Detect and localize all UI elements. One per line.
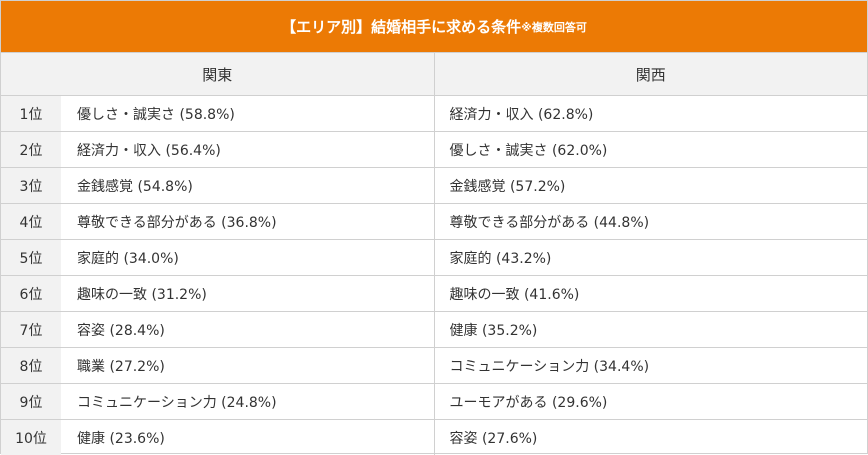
table-row: 4位 尊敬できる部分がある (36.8%) 尊敬できる部分がある (44.8%) [1, 204, 867, 240]
kanto-cell: 職業 (27.2%) [61, 348, 434, 384]
kansai-cell: 尊敬できる部分がある (44.8%) [434, 204, 867, 240]
kanto-cell: 容姿 (28.4%) [61, 312, 434, 348]
header-kanto: 関東 [1, 53, 434, 96]
rank-cell: 10位 [1, 420, 61, 455]
kansai-cell: 家庭的 (43.2%) [434, 240, 867, 276]
kanto-cell: 趣味の一致 (31.2%) [61, 276, 434, 312]
header-kansai: 関西 [434, 53, 867, 96]
kansai-cell: 容姿 (27.6%) [434, 420, 867, 455]
kansai-cell: 優しさ・誠実さ (62.0%) [434, 132, 867, 168]
kansai-cell: 健康 (35.2%) [434, 312, 867, 348]
kansai-cell: 金銭感覚 (57.2%) [434, 168, 867, 204]
kanto-cell: 家庭的 (34.0%) [61, 240, 434, 276]
kansai-cell: ユーモアがある (29.6%) [434, 384, 867, 420]
rank-cell: 1位 [1, 96, 61, 132]
table-row: 10位 健康 (23.6%) 容姿 (27.6%) [1, 420, 867, 455]
rank-cell: 6位 [1, 276, 61, 312]
rank-cell: 7位 [1, 312, 61, 348]
table-row: 3位 金銭感覚 (54.8%) 金銭感覚 (57.2%) [1, 168, 867, 204]
table-title-bar: 【エリア別】結婚相手に求める条件※複数回答可 [1, 1, 867, 53]
ranking-table: 関東 関西 1位 優しさ・誠実さ (58.8%) 経済力・収入 (62.8%) … [1, 53, 867, 455]
kanto-cell: 健康 (23.6%) [61, 420, 434, 455]
table-title: 【エリア別】結婚相手に求める条件 [281, 16, 521, 37]
table-row: 1位 優しさ・誠実さ (58.8%) 経済力・収入 (62.8%) [1, 96, 867, 132]
table-row: 2位 経済力・収入 (56.4%) 優しさ・誠実さ (62.0%) [1, 132, 867, 168]
rank-cell: 5位 [1, 240, 61, 276]
kanto-cell: 金銭感覚 (54.8%) [61, 168, 434, 204]
table-row: 8位 職業 (27.2%) コミュニケーション力 (34.4%) [1, 348, 867, 384]
kansai-cell: コミュニケーション力 (34.4%) [434, 348, 867, 384]
rank-cell: 9位 [1, 384, 61, 420]
rank-cell: 4位 [1, 204, 61, 240]
table-row: 9位 コミュニケーション力 (24.8%) ユーモアがある (29.6%) [1, 384, 867, 420]
table-title-note: ※複数回答可 [521, 19, 587, 35]
kanto-cell: コミュニケーション力 (24.8%) [61, 384, 434, 420]
kansai-cell: 経済力・収入 (62.8%) [434, 96, 867, 132]
rank-cell: 3位 [1, 168, 61, 204]
kanto-cell: 経済力・収入 (56.4%) [61, 132, 434, 168]
table-row: 7位 容姿 (28.4%) 健康 (35.2%) [1, 312, 867, 348]
rank-cell: 2位 [1, 132, 61, 168]
kanto-cell: 尊敬できる部分がある (36.8%) [61, 204, 434, 240]
rank-cell: 8位 [1, 348, 61, 384]
kansai-cell: 趣味の一致 (41.6%) [434, 276, 867, 312]
table-row: 5位 家庭的 (34.0%) 家庭的 (43.2%) [1, 240, 867, 276]
header-row: 関東 関西 [1, 53, 867, 96]
table-row: 6位 趣味の一致 (31.2%) 趣味の一致 (41.6%) [1, 276, 867, 312]
kanto-cell: 優しさ・誠実さ (58.8%) [61, 96, 434, 132]
